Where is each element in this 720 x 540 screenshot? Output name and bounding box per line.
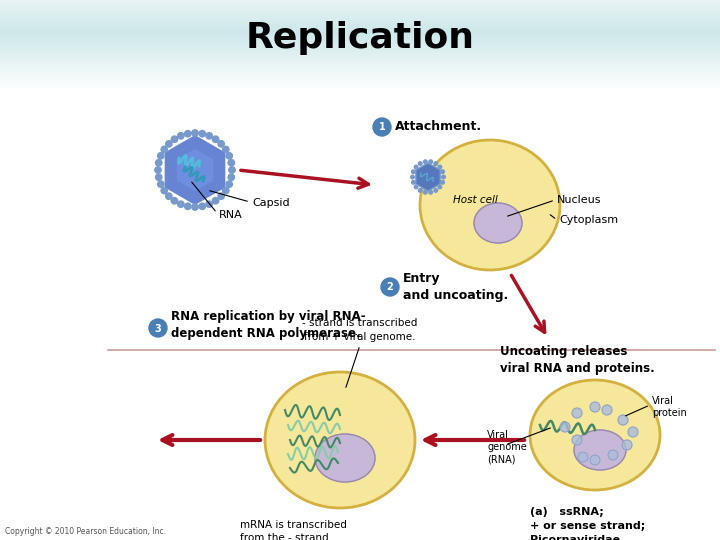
Ellipse shape (265, 372, 415, 508)
Circle shape (434, 162, 438, 165)
Circle shape (560, 422, 570, 432)
Circle shape (429, 160, 433, 164)
Circle shape (229, 167, 235, 173)
Circle shape (199, 131, 205, 137)
Circle shape (178, 133, 184, 139)
Circle shape (414, 185, 418, 189)
Text: Cytoplasm: Cytoplasm (559, 215, 618, 225)
Circle shape (622, 440, 632, 450)
Circle shape (628, 427, 638, 437)
Text: 2: 2 (387, 282, 393, 293)
Circle shape (414, 165, 418, 169)
Circle shape (155, 167, 161, 173)
Circle shape (572, 435, 582, 445)
Text: Capsid: Capsid (252, 198, 289, 208)
Circle shape (192, 204, 198, 210)
Circle shape (212, 136, 219, 143)
Circle shape (228, 174, 235, 180)
Text: mRNA is transcribed
from the - strand.: mRNA is transcribed from the - strand. (240, 520, 347, 540)
Circle shape (441, 175, 445, 179)
Text: Entry
and uncoating.: Entry and uncoating. (403, 272, 508, 302)
Circle shape (156, 174, 162, 180)
Ellipse shape (420, 140, 560, 270)
Circle shape (410, 175, 414, 179)
Circle shape (226, 153, 233, 159)
Circle shape (158, 181, 164, 187)
Circle shape (192, 130, 198, 136)
Circle shape (578, 452, 588, 462)
Text: Viral
genome
(RNA): Viral genome (RNA) (487, 430, 527, 464)
Circle shape (618, 415, 628, 425)
Circle shape (199, 203, 205, 210)
Circle shape (178, 201, 184, 207)
Circle shape (434, 188, 438, 192)
Circle shape (438, 165, 441, 169)
Circle shape (441, 180, 444, 184)
Circle shape (608, 450, 618, 460)
Text: - strand is transcribed
from + viral genome.: - strand is transcribed from + viral gen… (302, 319, 418, 342)
Circle shape (423, 191, 427, 194)
Text: Host cell: Host cell (453, 195, 498, 205)
Circle shape (228, 160, 235, 166)
Ellipse shape (530, 380, 660, 490)
Circle shape (222, 146, 229, 153)
Circle shape (412, 170, 415, 173)
Polygon shape (165, 135, 225, 205)
Circle shape (212, 198, 219, 204)
Polygon shape (416, 163, 440, 191)
Text: (a)   ssRNA;
+ or sense strand;
Picornaviridae: (a) ssRNA; + or sense strand; Picornavir… (530, 507, 645, 540)
Circle shape (590, 402, 600, 412)
Circle shape (438, 185, 441, 189)
Circle shape (149, 319, 167, 337)
Circle shape (218, 193, 225, 199)
Circle shape (441, 170, 444, 173)
Text: 3: 3 (155, 323, 161, 334)
Circle shape (166, 193, 172, 199)
Text: Replication: Replication (246, 21, 474, 55)
Text: Nucleus: Nucleus (557, 195, 601, 205)
Circle shape (158, 153, 164, 159)
Circle shape (226, 181, 233, 187)
Circle shape (423, 160, 427, 164)
Circle shape (602, 405, 612, 415)
Circle shape (161, 146, 168, 153)
Circle shape (222, 187, 229, 194)
Ellipse shape (574, 430, 626, 470)
Circle shape (412, 180, 415, 184)
Text: Uncoating releases
viral RNA and proteins.: Uncoating releases viral RNA and protein… (500, 345, 654, 375)
Circle shape (171, 136, 178, 143)
Ellipse shape (315, 434, 375, 482)
Ellipse shape (474, 203, 522, 243)
Text: Copyright © 2010 Pearson Education, Inc.: Copyright © 2010 Pearson Education, Inc. (5, 527, 166, 536)
Circle shape (429, 191, 433, 194)
Circle shape (373, 118, 391, 136)
Circle shape (161, 187, 168, 194)
Circle shape (206, 201, 212, 207)
Circle shape (572, 408, 582, 418)
Text: Attachment.: Attachment. (395, 120, 482, 133)
Circle shape (166, 140, 172, 147)
Circle shape (590, 455, 600, 465)
Text: RNA replication by viral RNA-
dependent RNA polymerase.: RNA replication by viral RNA- dependent … (171, 310, 366, 340)
Circle shape (381, 278, 399, 296)
Circle shape (206, 133, 212, 139)
Circle shape (156, 160, 162, 166)
Text: Viral
protein: Viral protein (652, 396, 687, 418)
Circle shape (418, 188, 422, 192)
Text: RNA: RNA (219, 210, 243, 220)
Circle shape (171, 198, 178, 204)
Circle shape (218, 140, 225, 147)
Circle shape (184, 131, 191, 137)
Circle shape (184, 203, 191, 210)
Text: 1: 1 (379, 123, 385, 132)
Circle shape (418, 162, 422, 165)
Polygon shape (177, 149, 213, 191)
